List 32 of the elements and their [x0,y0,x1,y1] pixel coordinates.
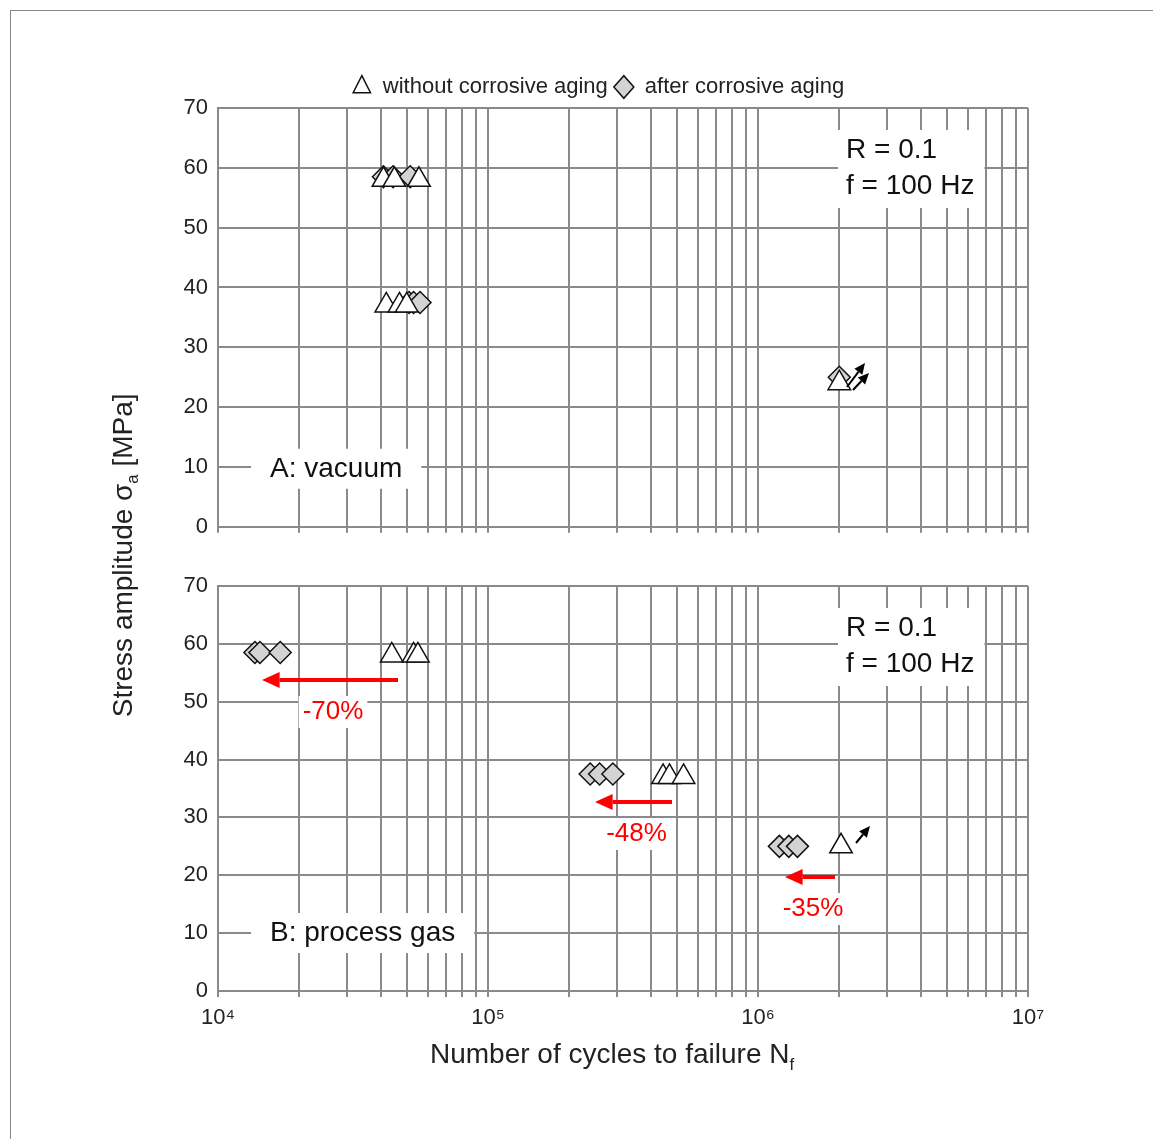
y-tick-label: 60 [183,629,208,655]
x-axis-title: Number of cycles to failure N$_{f}$ [430,1038,795,1075]
y-tick-label: 40 [183,273,208,299]
y-tick-label: 30 [183,333,208,359]
annotation: f = 100 Hz [846,646,975,678]
annotation: R = 0.1 [846,132,938,164]
y-tick-label: 0 [195,977,208,1003]
y-tick-label: 60 [183,153,208,179]
annotation: A: vacuum [270,451,403,483]
annotation: -35% [782,892,844,923]
y-tick-label: 50 [183,213,208,239]
x-tick-label: 10⁵ [471,1004,505,1030]
x-tick-label: 10⁷ [1011,1004,1045,1030]
legend-label: without corrosive aging [381,73,608,99]
annotation: -70% [302,695,364,726]
x-tick-label: 10⁴ [201,1004,235,1030]
y-tick-label: 50 [183,687,208,713]
annotation: B: process gas [270,915,456,947]
annotation: -48% [606,817,667,848]
legend-label: after corrosive aging [644,73,845,99]
y-tick-label: 20 [183,861,208,887]
y-tick-label: 70 [183,94,208,120]
x-tick-label: 10⁶ [741,1004,775,1030]
y-tick-label: 0 [195,512,208,538]
annotation: f = 100 Hz [846,168,975,200]
y-tick-label: 10 [183,919,208,945]
annotation: R = 0.1 [846,610,938,642]
y-tick-label: 40 [183,745,208,771]
y-tick-label: 30 [183,803,208,829]
y-tick-label: 10 [183,453,208,479]
y-tick-label: 20 [183,393,208,419]
y-tick-label: 70 [183,572,208,598]
